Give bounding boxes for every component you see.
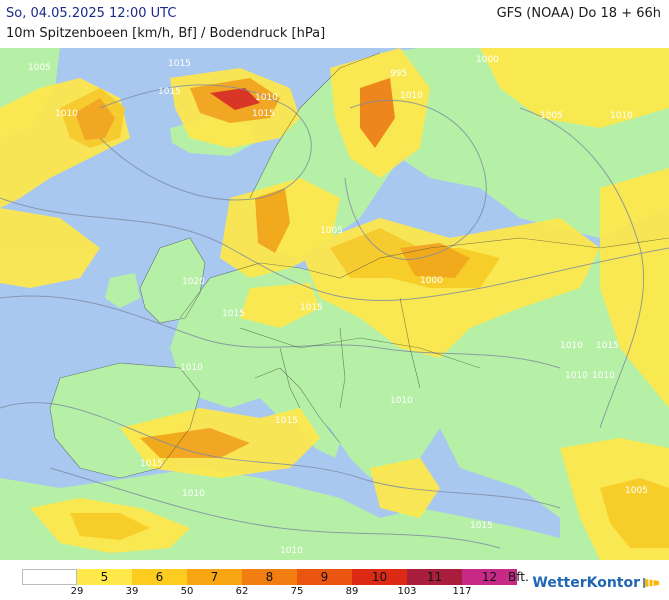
gust-fields (0, 48, 669, 560)
legend-band-3: 7 (187, 569, 242, 585)
isobar-label: 1015 (275, 416, 298, 426)
legend-band-1: 5 (77, 569, 132, 585)
isobar-label: 1000 (476, 55, 499, 65)
isobar-label: 1010 (592, 371, 615, 381)
legend-band-0 (22, 569, 77, 585)
isobar-label: 1005 (625, 486, 648, 496)
isobar-label: 1010 (560, 341, 583, 351)
legend-band-5: 9 (297, 569, 352, 585)
isobar-label: 1010 (565, 371, 588, 381)
map-subtitle: 10m Spitzenboeen [km/h, Bf] / Bodendruck… (6, 26, 326, 41)
isobar-label: 1005 (28, 63, 51, 73)
isobar-label: 1005 (540, 111, 563, 121)
brand-logo[interactable]: WetterKontor (532, 575, 661, 591)
model-run-label: GFS (NOAA) Do 18 + 66h (496, 6, 661, 21)
isobar-label: 1020 (182, 277, 205, 287)
legend-tick: 89 (345, 586, 359, 597)
isobar-label: 1010 (182, 489, 205, 499)
isobar-label: 1010 (390, 396, 413, 406)
legend-band-8: 12 (462, 569, 517, 585)
isobar-label: 995 (390, 69, 407, 79)
legend-unit: Bft. (508, 570, 529, 584)
legend-band-2: 6 (132, 569, 187, 585)
isobar-label: 1010 (180, 363, 203, 373)
brand-name: WetterKontor (532, 575, 640, 591)
legend-tick: 117 (452, 586, 472, 597)
isobar-lines (0, 84, 669, 549)
legend-band-7: 11 (407, 569, 462, 585)
gust-legend: 5 6 7 8 9 10 11 12 (22, 569, 517, 585)
isobar-label: 1005 (320, 226, 343, 236)
isobar-label: 1010 (55, 109, 78, 119)
isobar-label: 1015 (252, 109, 275, 119)
isobar-label: 1010 (400, 91, 423, 101)
forecast-datetime: So, 04.05.2025 12:00 UTC (6, 6, 177, 21)
legend-tick: 103 (397, 586, 417, 597)
weather-map[interactable]: 1005 1015 1015 1010 1015 1010 995 1000 1005 1010 1… (0, 48, 669, 560)
isobar-label: 1010 (280, 546, 303, 556)
legend-tick: 39 (125, 586, 139, 597)
wind-sock-icon (643, 578, 659, 588)
isobar-label: 1010 (255, 93, 278, 103)
isobar-label: 1010 (610, 111, 633, 121)
isobar-label: 1015 (222, 309, 245, 319)
isobar-label: 1015 (168, 59, 191, 69)
isobar-label: 1015 (140, 459, 163, 469)
isobar-label: 1000 (420, 276, 443, 286)
isobar-label: 1015 (158, 87, 181, 97)
legend-tick: 75 (290, 586, 304, 597)
legend-tick: 62 (235, 586, 249, 597)
isobar-label: 1015 (300, 303, 323, 313)
legend-tick: 50 (180, 586, 194, 597)
isobar-label: 1015 (596, 341, 619, 351)
legend-band-6: 10 (352, 569, 407, 585)
borders (49, 52, 669, 479)
legend-band-4: 8 (242, 569, 297, 585)
legend-tick: 29 (70, 586, 84, 597)
isobar-labels: 1005 1015 1015 1010 1015 1010 995 1000 1005 1010 1… (28, 55, 648, 556)
isobar-label: 1015 (470, 521, 493, 531)
